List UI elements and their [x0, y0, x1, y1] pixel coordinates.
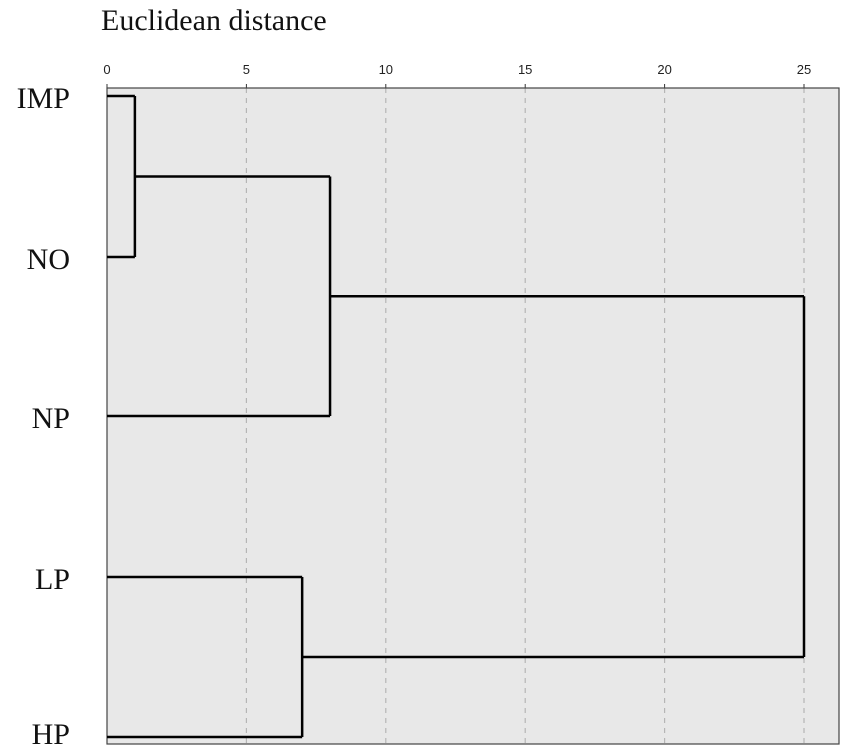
leaf-label-hp: HP: [32, 718, 70, 751]
x-tick-label: 25: [797, 62, 811, 77]
plot-area: 0 5 10 15 20 25 IMP NO NP LP HP: [17, 62, 840, 751]
chart-title: Euclidean distance: [101, 4, 327, 37]
leaf-label-lp: LP: [35, 563, 70, 596]
x-tick-label: 0: [103, 62, 110, 77]
leaf-label-imp: IMP: [17, 82, 70, 115]
leaf-label-no: NO: [27, 243, 70, 276]
x-tick-label: 5: [243, 62, 250, 77]
leaf-label-np: NP: [32, 402, 70, 435]
x-tick-label: 20: [657, 62, 671, 77]
x-tick-label: 15: [518, 62, 532, 77]
x-tick-label: 10: [379, 62, 393, 77]
